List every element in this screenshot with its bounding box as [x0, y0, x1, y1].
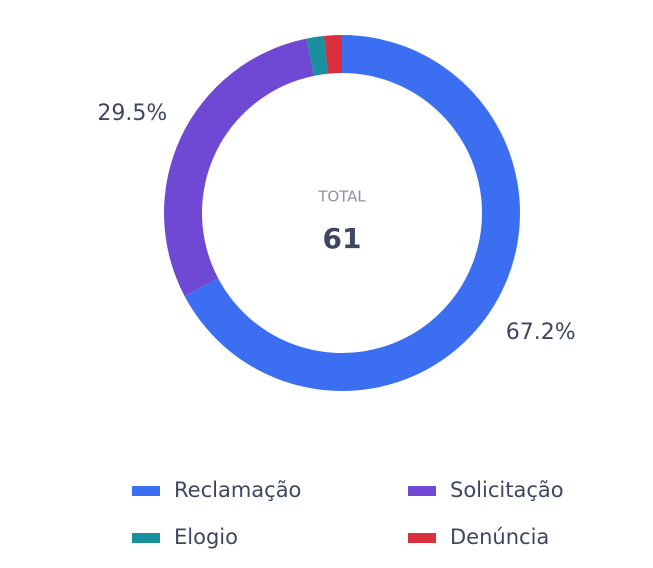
legend-label: Denúncia: [450, 525, 549, 549]
center-total: 61: [323, 222, 362, 255]
legend-label: Elogio: [174, 525, 238, 549]
donut-segment: [306, 35, 328, 76]
legend-label: Solicitação: [450, 478, 564, 502]
value-label: 67.2%: [506, 320, 576, 345]
legend-label: Reclamação: [174, 478, 301, 502]
legend-swatch: [132, 533, 160, 543]
legend-swatch: [132, 486, 160, 496]
legend-swatch: [408, 486, 436, 496]
donut-segment: [324, 35, 342, 74]
center-label: TOTAL: [317, 188, 366, 206]
value-label: 29.5%: [97, 101, 167, 126]
donut-segment: [164, 38, 315, 297]
legend-swatch: [408, 533, 436, 543]
